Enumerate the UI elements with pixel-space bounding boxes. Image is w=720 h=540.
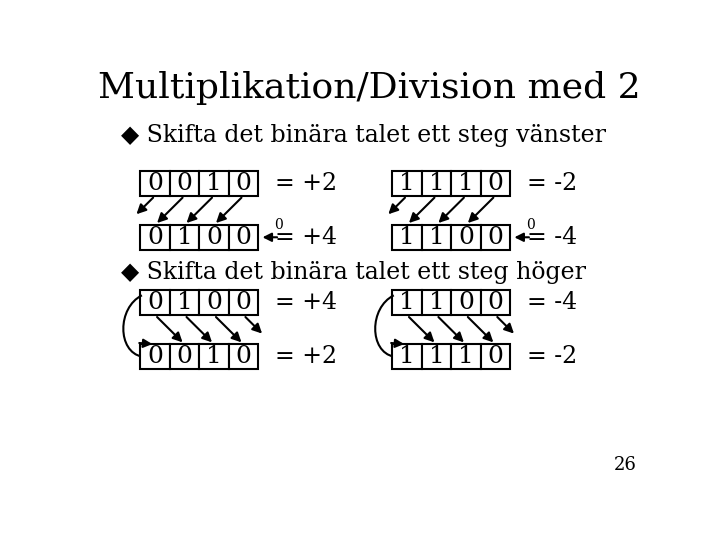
Text: 1: 1	[458, 172, 474, 195]
Bar	[422, 225, 451, 249]
Text: 0: 0	[235, 226, 251, 249]
Text: 0: 0	[526, 218, 534, 232]
Text: 1: 1	[399, 226, 415, 249]
Text: 0: 0	[487, 172, 503, 195]
Text: 0: 0	[487, 345, 503, 368]
Text: 0: 0	[458, 226, 474, 249]
Bar	[392, 225, 422, 249]
Text: 0: 0	[147, 172, 163, 195]
Text: 1: 1	[399, 172, 415, 195]
Bar	[392, 345, 422, 369]
Text: 1: 1	[428, 172, 444, 195]
Text: 1: 1	[206, 172, 222, 195]
Text: 0: 0	[176, 345, 192, 368]
Bar	[392, 291, 422, 315]
Text: 0: 0	[206, 226, 222, 249]
Bar	[451, 225, 481, 249]
Bar	[481, 345, 510, 369]
Text: 0: 0	[487, 291, 503, 314]
Bar	[140, 225, 170, 249]
Bar	[229, 171, 258, 195]
Bar	[199, 291, 229, 315]
Text: ◆ Skifta det binära talet ett steg höger: ◆ Skifta det binära talet ett steg höger	[121, 261, 586, 284]
Bar	[199, 345, 229, 369]
Text: 26: 26	[613, 456, 636, 475]
Bar	[170, 225, 199, 249]
Text: = -4: = -4	[527, 226, 577, 249]
Text: 1: 1	[428, 226, 444, 249]
Text: 0: 0	[458, 291, 474, 314]
Bar	[481, 291, 510, 315]
Text: 0: 0	[235, 172, 251, 195]
Text: 1: 1	[399, 345, 415, 368]
Text: 0: 0	[147, 226, 163, 249]
Text: 1: 1	[399, 291, 415, 314]
Text: 0: 0	[147, 345, 163, 368]
Text: = -2: = -2	[527, 172, 577, 195]
Bar	[451, 345, 481, 369]
Bar	[170, 345, 199, 369]
Text: 0: 0	[176, 172, 192, 195]
Text: 1: 1	[428, 345, 444, 368]
Text: ◆ Skifta det binära talet ett steg vänster: ◆ Skifta det binära talet ett steg vänst…	[121, 124, 606, 147]
Text: = +4: = +4	[275, 226, 338, 249]
Bar	[422, 345, 451, 369]
Text: = +2: = +2	[275, 345, 338, 368]
Bar	[199, 171, 229, 195]
Bar	[170, 291, 199, 315]
Text: 1: 1	[176, 226, 192, 249]
Text: 1: 1	[428, 291, 444, 314]
Text: 0: 0	[206, 291, 222, 314]
Text: 0: 0	[487, 226, 503, 249]
Text: 0: 0	[235, 345, 251, 368]
Text: 0: 0	[235, 291, 251, 314]
Bar	[229, 225, 258, 249]
Bar	[392, 171, 422, 195]
Text: 1: 1	[458, 345, 474, 368]
Text: = +4: = +4	[275, 291, 338, 314]
Bar	[481, 225, 510, 249]
Text: 0: 0	[147, 291, 163, 314]
Bar	[451, 291, 481, 315]
Bar	[140, 345, 170, 369]
Bar	[229, 291, 258, 315]
Bar	[451, 171, 481, 195]
Text: 1: 1	[206, 345, 222, 368]
Text: Multiplikation/Division med 2: Multiplikation/Division med 2	[98, 71, 640, 105]
Text: = +2: = +2	[275, 172, 338, 195]
Text: 1: 1	[176, 291, 192, 314]
Bar	[422, 291, 451, 315]
Bar	[140, 171, 170, 195]
Bar	[422, 171, 451, 195]
Bar	[170, 171, 199, 195]
Bar	[140, 291, 170, 315]
Text: = -4: = -4	[527, 291, 577, 314]
Text: 0: 0	[274, 218, 283, 232]
Bar	[481, 171, 510, 195]
Bar	[199, 225, 229, 249]
Bar	[229, 345, 258, 369]
Text: = -2: = -2	[527, 345, 577, 368]
